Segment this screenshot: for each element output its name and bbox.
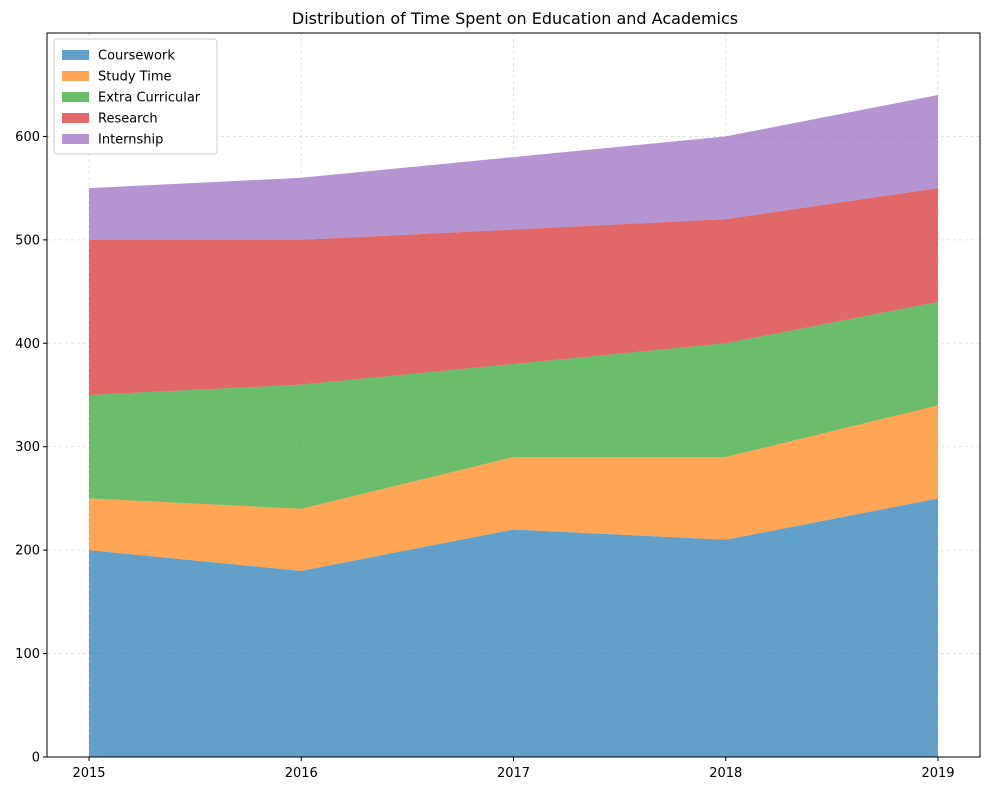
legend: Coursework Study Time Extra Curricular Rese… — [53, 38, 218, 155]
y-tick-label: 0 — [32, 751, 40, 766]
area-coursework — [89, 498, 938, 757]
legend-box — [53, 38, 218, 155]
y-tick-label: 300 — [15, 440, 40, 455]
area-series — [89, 95, 938, 757]
legend-swatch — [62, 71, 89, 81]
y-tick-label: 600 — [15, 130, 40, 145]
area-extra-curricular — [89, 301, 938, 509]
x-tick-label: 2018 — [709, 766, 742, 781]
area-internship — [89, 95, 938, 240]
area-study-time — [89, 405, 938, 571]
legend-swatch — [62, 113, 89, 123]
legend-label: Research — [98, 112, 158, 127]
y-tick-label: 500 — [15, 233, 40, 248]
y-axis: 0 100 200 300 400 500 600 — [15, 130, 47, 766]
y-tick-label: 100 — [15, 647, 40, 662]
x-tick-label: 2019 — [921, 766, 954, 781]
x-axis: 2015 2016 2017 2018 2019 — [72, 757, 955, 781]
y-tick-label: 200 — [15, 544, 40, 559]
x-tick-label: 2016 — [285, 766, 318, 781]
legend-swatch — [62, 134, 89, 144]
legend-label: Internship — [98, 133, 163, 148]
x-tick-label: 2015 — [72, 766, 105, 781]
legend-label: Study Time — [98, 70, 171, 85]
legend-label: Coursework — [98, 49, 175, 64]
legend-swatch — [62, 50, 89, 60]
y-tick-label: 400 — [15, 337, 40, 352]
chart-title: Distribution of Time Spent on Education … — [292, 9, 738, 28]
legend-label: Extra Curricular — [98, 91, 201, 106]
x-tick-label: 2017 — [497, 766, 530, 781]
legend-swatch — [62, 92, 89, 102]
